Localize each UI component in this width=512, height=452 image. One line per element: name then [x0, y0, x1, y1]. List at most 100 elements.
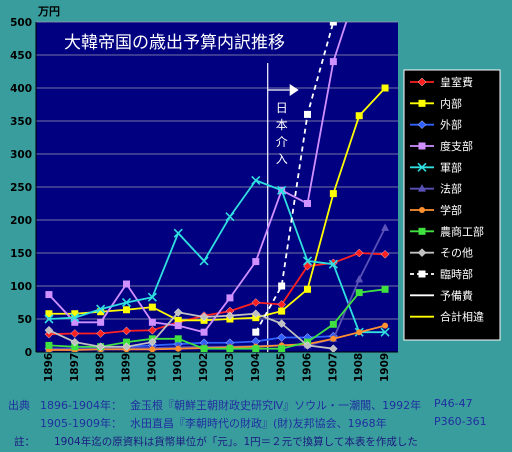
data-point — [148, 318, 156, 326]
data-point — [148, 303, 156, 311]
data-point — [200, 328, 208, 336]
data-point — [174, 335, 182, 343]
data-point — [44, 325, 54, 335]
series-line — [48, 311, 334, 350]
data-point — [45, 341, 53, 349]
data-point — [251, 175, 261, 185]
data-point — [70, 313, 80, 323]
data-point — [417, 120, 427, 129]
source-years-1: 1896-1904年： — [40, 399, 122, 412]
x-tick-label: 1899 — [121, 353, 133, 382]
data-point — [200, 345, 208, 352]
data-point — [356, 329, 363, 336]
x-tick-label: 1903 — [224, 353, 236, 382]
x-tick-label: 1902 — [198, 353, 210, 382]
data-point — [252, 345, 260, 352]
data-point — [355, 274, 364, 283]
data-point — [329, 320, 337, 328]
x-tick-label: 1907 — [327, 353, 339, 382]
x-tick-label: 1896 — [43, 353, 55, 382]
source-text-2: 水田直昌『李朝時代の財政』(財)友邦協会、1968年 — [130, 417, 387, 430]
annotation-char: 入 — [276, 152, 288, 166]
x-tick-label: 1905 — [276, 353, 288, 382]
data-point — [96, 342, 105, 352]
annotation-char: 介 — [276, 135, 288, 149]
data-point — [251, 309, 261, 319]
data-point — [70, 329, 80, 338]
chart-title: 大韓帝国の歳出予算内訳推移 — [64, 33, 285, 53]
legend-label: 外部 — [440, 118, 462, 132]
data-point — [417, 77, 427, 87]
legend-item: 外部 — [410, 118, 462, 132]
data-point — [71, 318, 79, 326]
series-5 — [44, 175, 390, 337]
y-tick-label: 0 — [25, 347, 32, 359]
legend-label: 皇室費 — [440, 75, 473, 89]
legend-label: 臨時部 — [440, 267, 473, 281]
data-point — [329, 190, 337, 198]
data-point — [381, 84, 389, 92]
series-line — [48, 87, 386, 322]
data-point — [225, 212, 235, 222]
data-point — [329, 58, 337, 66]
data-point — [418, 227, 426, 235]
data-point — [199, 312, 209, 322]
source-pages-2: P360-361 — [434, 415, 487, 428]
data-point — [304, 200, 311, 207]
legend-item: 臨時部 — [410, 267, 473, 281]
source-line-1: 出典 1896-1904年： 金玉根『朝鮮王朝財政史研究Ⅳ』ソウル・一潮閣、19… — [0, 397, 512, 413]
data-point — [380, 250, 390, 259]
data-point — [123, 306, 130, 314]
data-point — [330, 335, 337, 342]
data-point — [252, 328, 260, 336]
legend-label: 度支部 — [440, 139, 473, 153]
data-point — [149, 346, 156, 352]
data-point — [123, 338, 130, 346]
series-9 — [44, 308, 338, 352]
y-tick-label: 400 — [10, 83, 32, 95]
data-point — [173, 308, 183, 317]
note-text: 1904年迄の原資料は貨幣単位が「元」。1円＝２元で換算して本表を作成した — [54, 436, 418, 448]
data-point — [97, 318, 105, 326]
data-point — [328, 259, 338, 269]
series-4 — [45, 22, 348, 336]
data-point — [225, 311, 235, 320]
data-point — [251, 298, 261, 307]
note-line: 註： 1904年迄の原資料は貨幣単位が「元」。1円＝２元で換算して本表を作成した — [0, 434, 512, 450]
data-point — [97, 308, 105, 316]
series-line — [48, 324, 386, 351]
legend-label: 合計相違 — [440, 310, 484, 324]
data-point — [418, 270, 426, 278]
data-point — [70, 337, 80, 347]
legend-item: 法部 — [410, 182, 462, 196]
y-unit-label: 万円 — [37, 5, 60, 18]
legend-label: 予備費 — [440, 288, 473, 302]
legend-item: 軍部 — [410, 160, 462, 174]
source-label: 出典 — [8, 399, 30, 412]
data-point — [278, 345, 286, 352]
x-tick-label: 1898 — [95, 353, 107, 382]
data-point — [278, 307, 286, 315]
legend-label: その他 — [440, 247, 473, 260]
data-point — [148, 325, 157, 335]
source-pages-1: P46-47 — [434, 397, 473, 410]
intervention-arrow-head — [289, 84, 299, 96]
y-tick-label: 250 — [10, 182, 32, 194]
data-point — [354, 248, 364, 258]
legend-label: 学部 — [440, 203, 462, 217]
data-point — [121, 297, 132, 308]
data-point — [302, 256, 313, 266]
data-point — [417, 162, 427, 172]
data-point — [382, 322, 389, 329]
data-point — [174, 316, 182, 324]
data-point — [173, 228, 183, 238]
data-point — [304, 110, 311, 118]
data-point — [96, 329, 105, 338]
data-point — [355, 112, 363, 120]
data-point — [418, 142, 426, 150]
data-point — [174, 322, 182, 330]
data-point — [329, 344, 338, 352]
data-point — [381, 285, 389, 293]
